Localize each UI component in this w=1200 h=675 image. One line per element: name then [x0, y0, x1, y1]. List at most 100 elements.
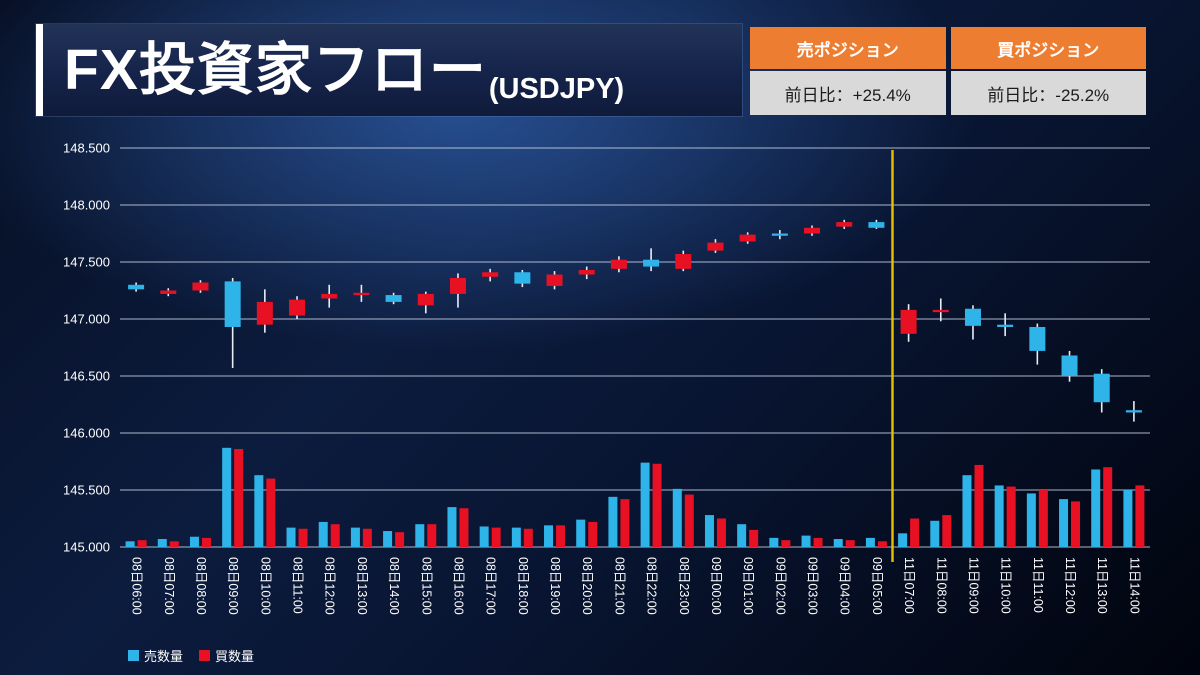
candle-bullish [900, 309, 917, 334]
sell-volume-bar [511, 527, 521, 547]
x-axis-tick-label: 11日12:00 [1063, 557, 1077, 614]
buy-volume-bar [427, 524, 437, 547]
candle-bullish [417, 293, 434, 306]
buy-volume-bar [845, 540, 855, 547]
x-axis-tick-label: 11日09:00 [966, 557, 980, 614]
candle-bearish [964, 308, 981, 326]
buy-volume-bar [813, 537, 823, 547]
x-axis-tick-label: 08日15:00 [419, 557, 433, 615]
y-axis-tick-label: 145.500 [63, 483, 110, 498]
x-axis-tick-label: 08日21:00 [612, 557, 626, 615]
x-axis-tick-label: 09日00:00 [709, 557, 723, 615]
sell-volume-bar [640, 462, 650, 547]
sell-volume-bar [704, 515, 714, 547]
legend-item-buy-volume: 買数量 [199, 646, 254, 665]
sell-volume-swatch-icon [128, 650, 139, 661]
candle-bullish [578, 269, 595, 275]
buy-volume-bar [298, 528, 308, 547]
x-axis-tick-label: 09日05:00 [870, 557, 884, 615]
x-axis-tick-label: 11日14:00 [1127, 557, 1141, 614]
candle-bullish [256, 301, 273, 325]
x-axis-tick-label: 08日13:00 [355, 557, 369, 615]
chart-legend: 売数量 買数量 [128, 646, 254, 665]
candle-bearish [1061, 355, 1078, 376]
candle-bearish [224, 281, 241, 327]
x-axis-tick-label: 08日10:00 [258, 557, 272, 615]
y-axis-tick-label: 147.000 [63, 312, 110, 327]
sell-volume-bar [318, 521, 328, 547]
x-axis-tick-label: 11日11:00 [1031, 557, 1045, 613]
sell-volume-bar [1123, 490, 1133, 547]
buy-volume-bar [137, 540, 147, 547]
sell-volume-bar [898, 533, 908, 547]
buy-volume-bar [362, 528, 372, 547]
sell-volume-label: 売数量 [144, 649, 184, 664]
candle-bullish [482, 272, 499, 277]
y-axis-tick-label: 148.000 [63, 198, 110, 213]
sell-volume-bar [222, 447, 232, 547]
y-axis-tick-label: 146.000 [63, 426, 110, 441]
x-axis-tick-label: 09日02:00 [773, 557, 787, 615]
buy-position-change: 前日比：-25.2% [950, 71, 1146, 115]
buy-volume-bar [491, 527, 501, 547]
buy-volume-bar [556, 525, 566, 547]
candle-bearish [868, 222, 885, 228]
candle-bullish [353, 292, 370, 296]
buy-volume-bar [266, 478, 276, 547]
y-axis-tick-label: 147.500 [63, 255, 110, 270]
sell-volume-bar [125, 541, 135, 547]
buy-volume-bar [459, 508, 469, 547]
x-axis-tick-label: 08日20:00 [580, 557, 594, 615]
sell-volume-bar [865, 537, 875, 547]
buy-volume-bar [201, 537, 211, 547]
buy-volume-bar [169, 541, 179, 547]
sell-volume-bar [801, 535, 811, 547]
page-title: FX投資家フロー [64, 37, 487, 102]
sell-volume-bar [189, 536, 199, 547]
candle-bullish [675, 254, 692, 269]
buy-volume-bar [588, 521, 598, 547]
x-axis-tick-label: 08日22:00 [645, 557, 659, 615]
sell-volume-bar [383, 531, 393, 547]
title-accent-stripe [36, 24, 43, 116]
x-axis-tick-label: 11日07:00 [902, 557, 916, 614]
x-axis-tick-label: 09日04:00 [838, 557, 852, 615]
sell-volume-bar [254, 475, 264, 547]
legend-item-sell-volume: 売数量 [128, 646, 183, 665]
candle-bullish [192, 282, 209, 291]
candle-bullish [160, 290, 177, 294]
buy-volume-bar [523, 528, 533, 547]
candle-bullish [932, 309, 949, 313]
sell-volume-bar [1026, 493, 1036, 547]
x-axis-tick-label: 08日06:00 [130, 557, 144, 615]
candle-bearish [1093, 373, 1110, 403]
candle-bullish [739, 234, 756, 242]
title-banner: FX投資家フロー (USDJPY) [36, 24, 742, 116]
sell-position-table: 売ポジション 前日比：+25.4% [750, 27, 946, 115]
candle-bearish [1125, 410, 1142, 413]
sell-volume-bar [608, 496, 618, 547]
x-axis-tick-label: 08日11:00 [291, 557, 305, 614]
buy-volume-bar [1103, 467, 1113, 547]
candle-bullish [449, 277, 466, 294]
buy-volume-bar [652, 463, 662, 547]
sell-volume-bar [576, 519, 586, 547]
buy-position-header: 買ポジション [950, 27, 1146, 69]
x-axis-tick-label: 11日08:00 [934, 557, 948, 614]
buy-volume-label: 買数量 [215, 649, 255, 664]
candle-bullish [836, 222, 853, 227]
buy-volume-bar [749, 529, 759, 547]
sell-volume-bar [1091, 469, 1101, 547]
position-tables: 売ポジション 前日比：+25.4% 買ポジション 前日比：-25.2% [750, 27, 1146, 115]
sell-volume-bar [994, 485, 1004, 547]
y-axis-tick-label: 145.000 [63, 540, 110, 555]
buy-volume-bar [942, 515, 952, 547]
sell-volume-bar [544, 525, 554, 547]
buy-volume-bar [910, 518, 920, 547]
buy-position-table: 買ポジション 前日比：-25.2% [950, 27, 1146, 115]
y-axis-tick-label: 146.500 [63, 369, 110, 384]
buy-volume-bar [234, 448, 244, 547]
buy-volume-bar [974, 464, 984, 547]
x-axis-tick-label: 08日07:00 [162, 557, 176, 615]
